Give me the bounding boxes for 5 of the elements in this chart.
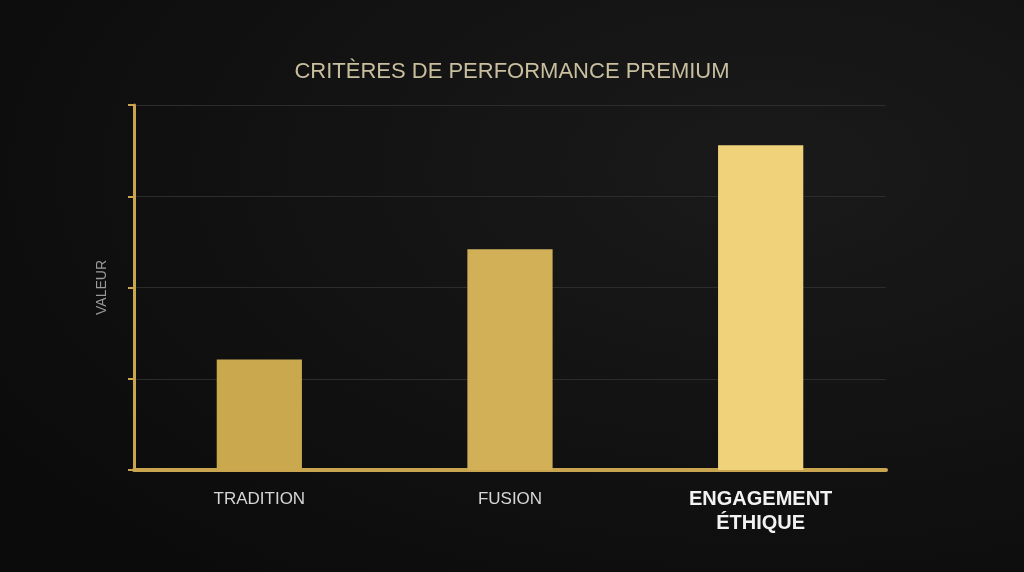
chart-title: CRITÈRES DE PERFORMANCE PREMIUM <box>294 57 730 83</box>
x-tick-label: FUSION <box>477 488 543 508</box>
x-tick-label: TRADITION <box>213 488 306 508</box>
x-tick-label: ENGAGEMENT ÉTHIQUE <box>688 487 833 533</box>
y-axis-title: VALEUR <box>93 260 109 315</box>
